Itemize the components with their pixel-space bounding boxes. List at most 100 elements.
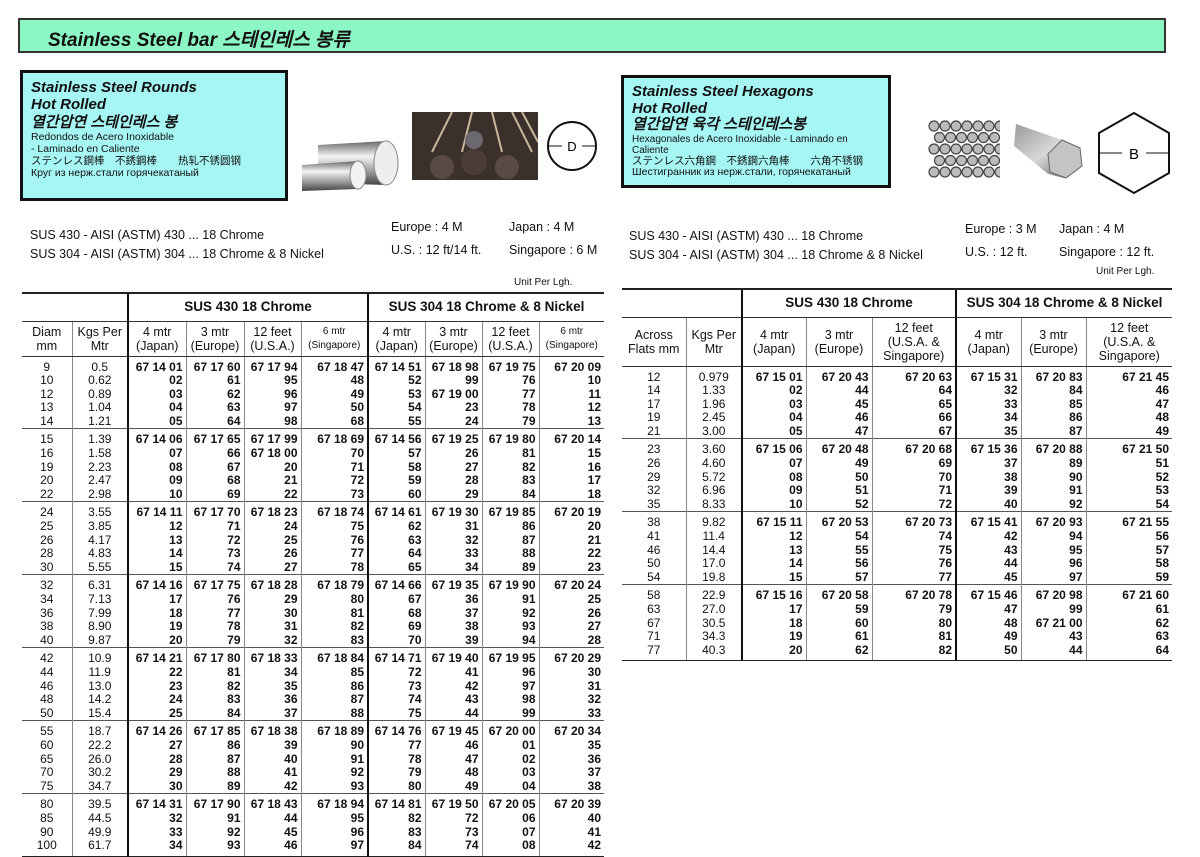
- code-cell: 01: [481, 738, 539, 753]
- code-cell: 47: [1085, 397, 1172, 412]
- code-cell: 67 17 90: [185, 793, 244, 812]
- code-cell: 39: [955, 484, 1021, 498]
- table-row: 85 44.5 32 91 44 95 82 72 06 40: [22, 811, 604, 826]
- code-cell: 67 14 26: [127, 720, 186, 739]
- code-cell: 33: [424, 547, 482, 561]
- code-cell: 67 20 39: [538, 793, 604, 812]
- weight-cell: 1.33: [685, 383, 742, 398]
- table-row: 19 2.23 08 67 20 71 58 27 82 16: [22, 460, 604, 475]
- code-cell: 77: [871, 570, 956, 585]
- code-cell: 61: [805, 630, 872, 644]
- code-cell: 79: [481, 414, 539, 429]
- code-cell: 72: [871, 497, 956, 512]
- code-cell: 20: [127, 633, 186, 648]
- size-cell: 13: [40, 400, 54, 415]
- code-cell: 03: [127, 387, 186, 402]
- code-cell: 25: [538, 592, 604, 607]
- code-cell: 34: [424, 560, 482, 575]
- code-cell: 40: [243, 752, 301, 767]
- code-cell: 81: [185, 665, 244, 680]
- hex-bar-end: [994, 120, 1000, 132]
- code-cell: 71: [300, 460, 368, 475]
- code-cell: 18: [538, 487, 604, 502]
- weight-cell: 39.5: [71, 793, 128, 812]
- hex-bar-end: [928, 120, 940, 132]
- weight-cell: 1.04: [71, 401, 128, 415]
- code-cell: 67 20 48: [805, 438, 872, 458]
- weight-cell: 5.72: [685, 470, 742, 485]
- code-cell: 32: [955, 383, 1021, 398]
- table-row: 15 1.39 67 14 06 67 17 65 67 17 99 67 18 69 67…: [22, 428, 604, 448]
- table-row: 12 0.89 03 62 96 49 53 67 19 00 77 11: [22, 387, 604, 402]
- hex-bar-end: [933, 154, 946, 167]
- code-cell: 61: [185, 373, 244, 388]
- size-cell: 50: [647, 556, 661, 571]
- round-bars-image: [302, 140, 399, 191]
- spec-sus430: SUS 430 - AISI (ASTM) 430 ... 18 Chrome: [30, 228, 265, 242]
- weight-cell: 34.3: [685, 630, 742, 644]
- table-row: 32 6.96 09 51 71 39 91 53: [622, 484, 1172, 498]
- code-cell: 42: [955, 529, 1021, 544]
- group-header: SUS 304 18 Chrome & 8 Nickel: [367, 292, 604, 322]
- code-cell: 69: [871, 456, 956, 471]
- code-cell: 32: [538, 693, 604, 707]
- code-cell: 35: [243, 679, 301, 694]
- code-cell: 93: [185, 838, 244, 857]
- code-cell: 05: [741, 424, 806, 439]
- code-cell: 49: [300, 387, 368, 402]
- code-cell: 52: [367, 373, 425, 388]
- size-cell: 29: [647, 469, 661, 484]
- table-row: 23 3.60 67 15 06 67 20 48 67 20 68 67 15 36 67…: [622, 438, 1172, 458]
- code-cell: 87: [1020, 424, 1086, 439]
- code-cell: 67 14 71: [367, 647, 425, 666]
- code-cell: 64: [367, 547, 425, 561]
- size-cell: 63: [647, 602, 661, 616]
- code-cell: 76: [481, 373, 539, 388]
- size-cell: 80: [22, 793, 72, 812]
- diagram-label-b: B: [1129, 146, 1139, 163]
- code-cell: 48: [424, 766, 482, 780]
- code-cell: 98: [481, 693, 539, 707]
- code-cell: 73: [185, 547, 244, 561]
- code-cell: 29: [424, 487, 482, 502]
- code-cell: 54: [367, 401, 425, 415]
- code-cell: 35: [538, 738, 604, 753]
- code-cell: 67 20 05: [481, 793, 539, 812]
- code-cell: 74: [185, 560, 244, 575]
- code-cell: 61: [1085, 602, 1172, 617]
- code-cell: 41: [538, 825, 604, 840]
- code-cell: 58: [1085, 557, 1172, 571]
- table-row: 28 4.83 14 73 26 77 64 33 88 22: [22, 547, 604, 561]
- code-cell: 67 21 45: [1085, 366, 1172, 385]
- code-cell: 48: [955, 616, 1021, 631]
- code-cell: 26: [424, 446, 482, 461]
- code-cell: 93: [481, 620, 539, 634]
- size-cell: 65: [40, 751, 54, 766]
- code-cell: 67 19 75: [481, 356, 539, 375]
- hexagons-title-jp-cn: ステンレス六角鋼 不銹鋼六角棒 六角不锈钢: [632, 154, 863, 167]
- table-row: 58 22.9 67 15 16 67 20 58 67 20 78 67 15 46 67…: [622, 584, 1172, 603]
- table-row: 60 22.2 27 86 39 90 77 46 01 35: [22, 738, 604, 753]
- code-cell: 68: [185, 474, 244, 488]
- code-cell: 31: [538, 679, 604, 694]
- weight-cell: 2.45: [685, 411, 742, 425]
- hex-bar-end: [994, 166, 1000, 178]
- table-row: 24 3.55 67 14 11 67 17 70 67 18 23 67 18 74 67…: [22, 501, 604, 521]
- code-cell: 33: [538, 706, 604, 721]
- code-cell: 67 14 76: [367, 720, 425, 739]
- table-row: 14 1.21 05 64 98 68 55 24 79 13: [22, 414, 604, 429]
- code-cell: 22: [243, 487, 301, 502]
- code-cell: 27: [424, 460, 482, 475]
- table-row: 40 9.87 20 79 32 83 70 39 94 28: [22, 633, 604, 648]
- code-cell: 19: [127, 620, 186, 634]
- table-row: 65 26.0 28 87 40 91 78 47 02 36: [22, 751, 604, 767]
- code-cell: 96: [300, 825, 368, 840]
- hex-bar-end: [977, 131, 990, 144]
- code-cell: 78: [300, 560, 368, 575]
- code-cell: 85: [300, 665, 368, 680]
- code-cell: 67 19 30: [424, 501, 482, 521]
- code-cell: 74: [367, 693, 425, 707]
- code-cell: 62: [805, 643, 872, 662]
- code-cell: 67 20 78: [871, 584, 956, 603]
- hex-bar-end: [972, 166, 984, 178]
